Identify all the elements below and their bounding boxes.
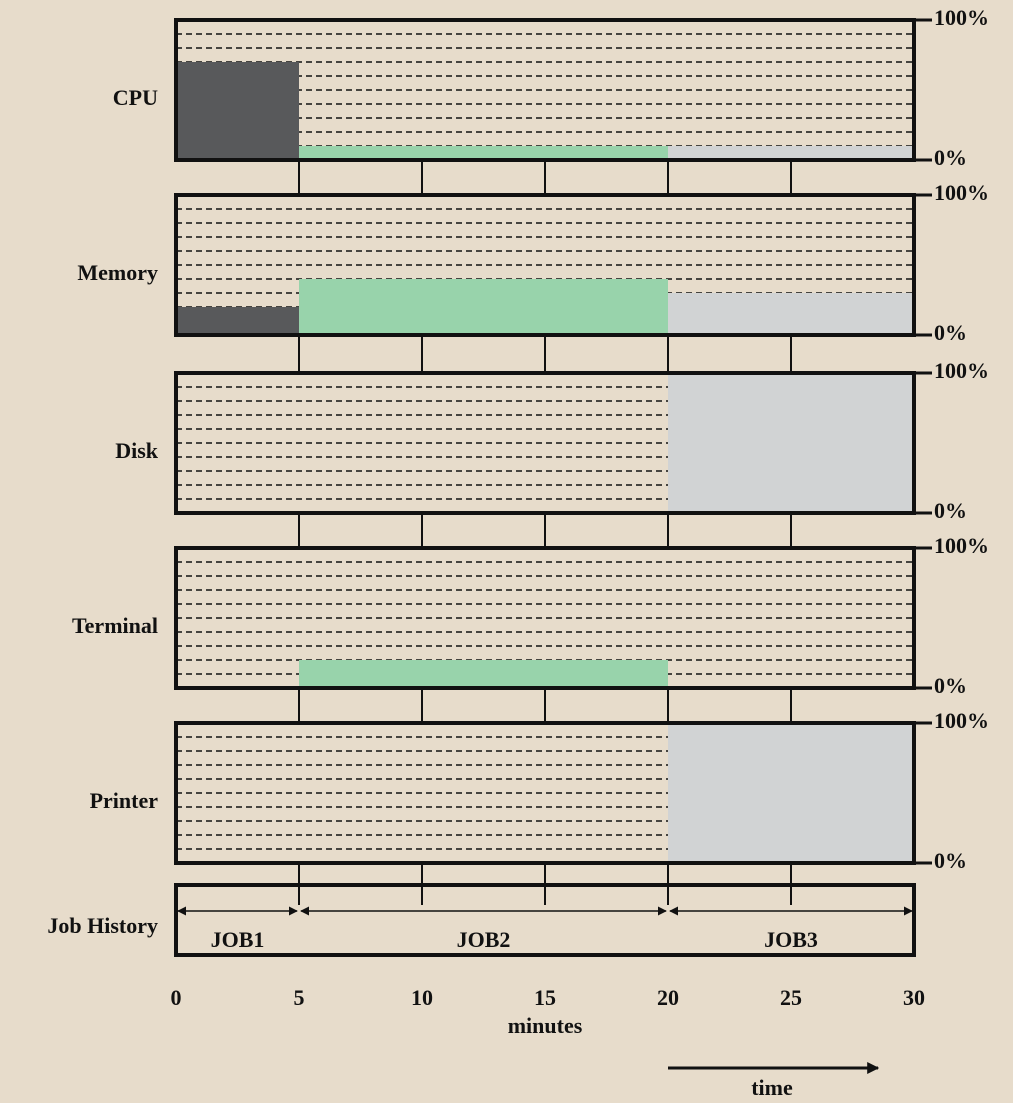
x-tick-label: 20 <box>657 985 679 1010</box>
panel-label: Disk <box>115 438 159 463</box>
usage-bar <box>299 660 668 688</box>
y-tick-label: 0% <box>934 673 967 698</box>
panel-label: Memory <box>77 260 158 285</box>
usage-bar <box>668 293 914 335</box>
usage-bar <box>176 62 299 160</box>
history-label: Job History <box>47 913 158 938</box>
x-tick-label: 10 <box>411 985 433 1010</box>
y-tick-label: 0% <box>934 848 967 873</box>
usage-bar <box>668 723 914 863</box>
job-label: JOB2 <box>457 927 511 952</box>
usage-bar <box>299 146 668 160</box>
x-tick-label: 25 <box>780 985 802 1010</box>
x-tick-label: 30 <box>903 985 925 1010</box>
job-label: JOB1 <box>211 927 265 952</box>
y-tick-label: 100% <box>934 533 989 558</box>
y-tick-label: 100% <box>934 5 989 30</box>
x-tick-label: 15 <box>534 985 556 1010</box>
panel-label: Terminal <box>72 613 158 638</box>
y-tick-label: 0% <box>934 498 967 523</box>
usage-bar <box>299 279 668 335</box>
usage-bar <box>668 373 914 513</box>
x-tick-label: 0 <box>171 985 182 1010</box>
x-axis-label: minutes <box>508 1013 583 1038</box>
y-tick-label: 0% <box>934 145 967 170</box>
usage-bar <box>668 146 914 160</box>
time-label: time <box>751 1075 793 1100</box>
panel-label: CPU <box>113 85 158 110</box>
y-tick-label: 100% <box>934 180 989 205</box>
y-tick-label: 100% <box>934 708 989 733</box>
job-label: JOB3 <box>764 927 818 952</box>
usage-bar <box>176 307 299 335</box>
y-tick-label: 0% <box>934 320 967 345</box>
panel-label: Printer <box>90 788 159 813</box>
x-tick-label: 5 <box>294 985 305 1010</box>
y-tick-label: 100% <box>934 358 989 383</box>
